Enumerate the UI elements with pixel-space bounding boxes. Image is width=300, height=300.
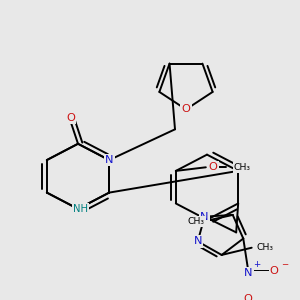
Text: −: − [281,260,288,268]
Text: N: N [244,268,253,278]
Text: N: N [105,155,113,165]
Text: O: O [182,104,190,114]
Text: O: O [66,112,75,123]
Text: CH₃: CH₃ [257,243,274,252]
Text: +: + [253,260,260,269]
Text: O: O [270,266,279,276]
Text: O: O [209,162,218,172]
Text: CH₃: CH₃ [188,217,205,226]
Text: N: N [200,212,209,222]
Text: CH₃: CH₃ [234,163,251,172]
Text: O: O [244,294,253,300]
Text: NH: NH [73,204,88,214]
Text: N: N [194,236,202,246]
